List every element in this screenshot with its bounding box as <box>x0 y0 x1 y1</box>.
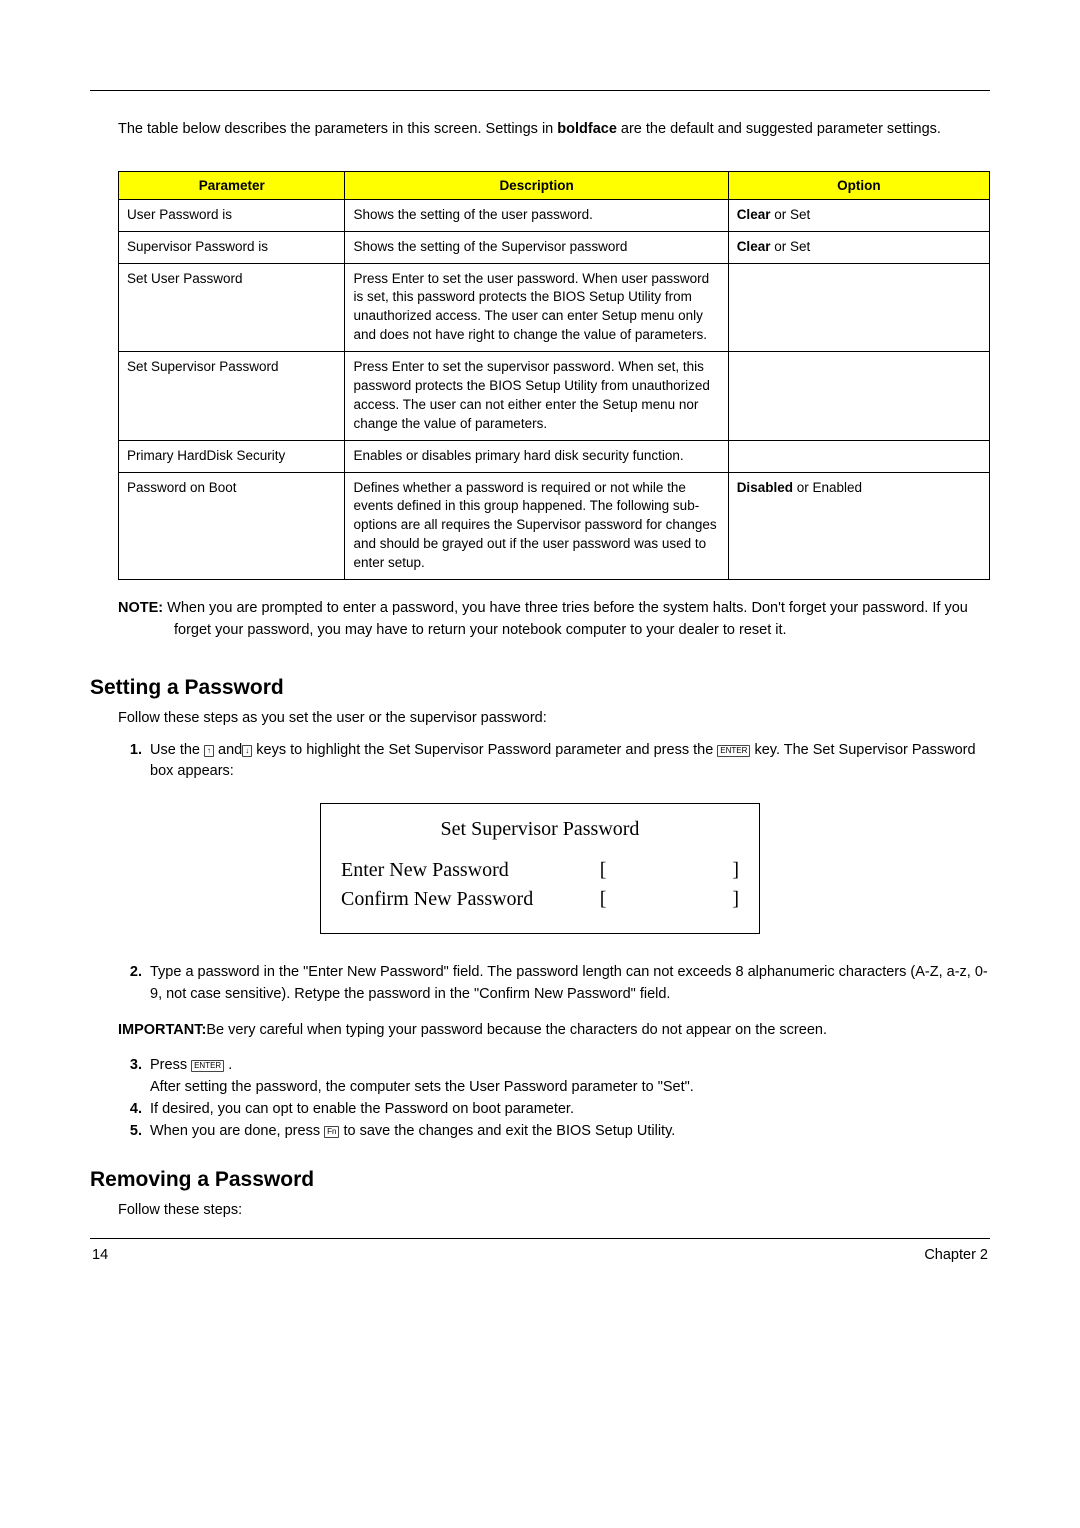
dialog-row: Enter New Password [] <box>341 859 739 882</box>
td-opt <box>728 440 989 472</box>
td-opt: Clear or Set <box>728 231 989 263</box>
page-footer: 14 Chapter 2 <box>90 1247 990 1263</box>
dialog-row: Confirm New Password [] <box>341 888 739 911</box>
key-fn-icon: Fn <box>324 1126 339 1138</box>
list-item: When you are done, press Fn to save the … <box>146 1121 990 1143</box>
td-desc: Shows the setting of the user password. <box>345 199 728 231</box>
list-item: If desired, you can opt to enable the Pa… <box>146 1099 990 1121</box>
table-row: Supervisor Password is Shows the setting… <box>119 231 990 263</box>
td-param: Password on Boot <box>119 472 345 579</box>
dialog-value: [] <box>600 888 739 911</box>
td-param: Set User Password <box>119 263 345 352</box>
rule-bottom <box>90 1238 990 1239</box>
td-opt: Clear or Set <box>728 199 989 231</box>
password-dialog: Set Supervisor Password Enter New Passwo… <box>320 803 760 934</box>
steps-list-1: Use the ↑ and↓ keys to highlight the Set… <box>90 740 990 784</box>
list-item: Press ENTER . After setting the password… <box>146 1055 990 1099</box>
td-opt <box>728 263 989 352</box>
intro-text-suffix: are the default and suggested parameter … <box>617 121 941 137</box>
td-desc: Shows the setting of the Supervisor pass… <box>345 231 728 263</box>
table-body: User Password is Shows the setting of th… <box>119 199 990 579</box>
important-text: Be very careful when typing your passwor… <box>206 1022 827 1038</box>
td-opt: Disabled or Enabled <box>728 472 989 579</box>
td-desc: Defines whether a password is required o… <box>345 472 728 579</box>
list-item: Use the ↑ and↓ keys to highlight the Set… <box>146 740 990 784</box>
steps-list-2: Type a password in the "Enter New Passwo… <box>90 962 990 1006</box>
section2-follow: Follow these steps: <box>90 1202 990 1218</box>
intro-text-prefix: The table below describes the parameters… <box>118 121 557 137</box>
td-param: User Password is <box>119 199 345 231</box>
steps-list-3: Press ENTER . After setting the password… <box>90 1055 990 1142</box>
th-parameter: Parameter <box>119 171 345 199</box>
td-param: Set Supervisor Password <box>119 352 345 441</box>
rule-top <box>90 90 990 91</box>
table-row: Set Supervisor Password Press Enter to s… <box>119 352 990 441</box>
td-desc: Press Enter to set the user password. Wh… <box>345 263 728 352</box>
note-label: NOTE: <box>118 600 167 616</box>
intro-bold: boldface <box>557 121 617 137</box>
td-desc: Enables or disables primary hard disk se… <box>345 440 728 472</box>
table-row: User Password is Shows the setting of th… <box>119 199 990 231</box>
td-param: Supervisor Password is <box>119 231 345 263</box>
dialog-value: [] <box>600 859 739 882</box>
td-param: Primary HardDisk Security <box>119 440 345 472</box>
td-opt <box>728 352 989 441</box>
dialog-title: Set Supervisor Password <box>341 818 739 841</box>
note-paragraph: NOTE: When you are prompted to enter a p… <box>118 598 990 642</box>
important-paragraph: IMPORTANT:Be very careful when typing yo… <box>118 1020 990 1042</box>
th-description: Description <box>345 171 728 199</box>
note-text: When you are prompted to enter a passwor… <box>167 600 968 638</box>
page-number: 14 <box>92 1247 108 1263</box>
list-item: Type a password in the "Enter New Passwo… <box>146 962 990 1006</box>
chapter-label: Chapter 2 <box>924 1247 988 1263</box>
td-desc: Press Enter to set the supervisor passwo… <box>345 352 728 441</box>
heading-removing-password: Removing a Password <box>90 1168 990 1192</box>
key-down-icon: ↓ <box>242 745 252 757</box>
intro-paragraph: The table below describes the parameters… <box>90 119 990 141</box>
dialog-label: Enter New Password <box>341 859 600 882</box>
dialog-label: Confirm New Password <box>341 888 600 911</box>
heading-setting-password: Setting a Password <box>90 676 990 700</box>
key-enter-icon: ENTER <box>191 1060 224 1072</box>
parameter-table: Parameter Description Option User Passwo… <box>118 171 990 580</box>
table-row: Password on Boot Defines whether a passw… <box>119 472 990 579</box>
table-row: Set User Password Press Enter to set the… <box>119 263 990 352</box>
th-option: Option <box>728 171 989 199</box>
key-up-icon: ↑ <box>204 745 214 757</box>
table-header-row: Parameter Description Option <box>119 171 990 199</box>
page: The table below describes the parameters… <box>0 0 1080 1323</box>
table-row: Primary HardDisk Security Enables or dis… <box>119 440 990 472</box>
section1-follow: Follow these steps as you set the user o… <box>90 710 990 726</box>
key-enter-icon: ENTER <box>717 745 750 757</box>
important-label: IMPORTANT: <box>118 1022 206 1038</box>
